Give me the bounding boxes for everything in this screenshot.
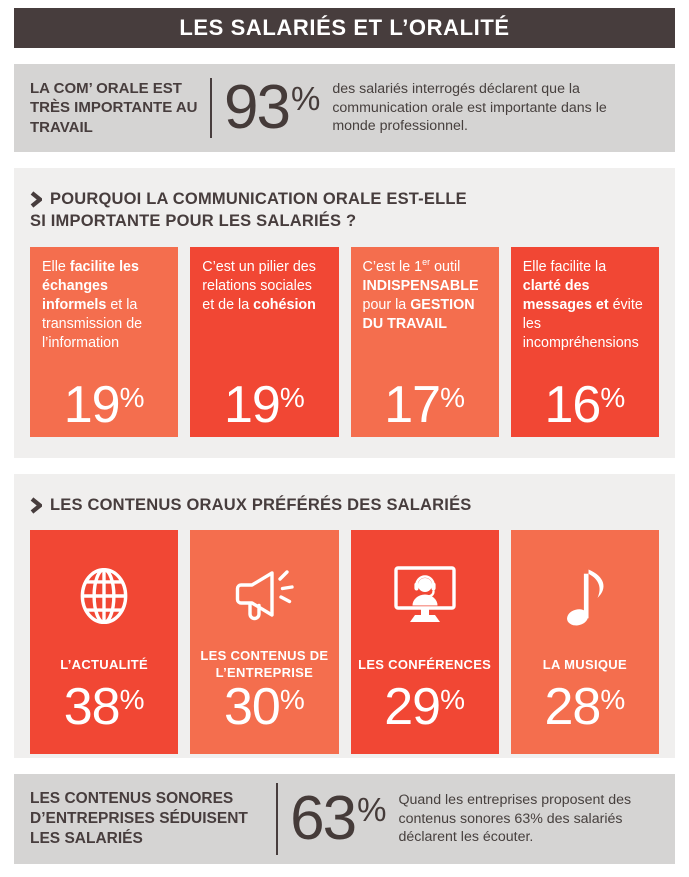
content-card-percent: 38% [63,678,145,737]
percent-sign: % [600,684,626,716]
bottom-stat-value: 63 % [290,783,387,853]
content-card-label: LES CONTENUS DE L’ENTREPRISE [200,648,329,681]
globe-icon [72,544,136,648]
reason-card-clarte: Elle facilite la clarté des messages et … [510,246,659,437]
conference-monitor-icon [389,544,461,648]
percent-sign: % [119,684,145,716]
reason-card-text: Elle facilite la clarté des messages et … [522,258,643,352]
music-note-icon [559,544,611,648]
bottom-stat-description: Quand les entreprises proposent des cont… [398,791,632,846]
content-card-label: L’ACTUALITÉ [60,656,149,672]
reason-card-cohesion: C’est un pilier des relations sociales e… [190,246,339,437]
contents-heading-text: LES CONTENUS ORAUX PRÉFÉRÉS DES SALARIÉS [50,496,472,514]
chevron-right-icon [30,190,42,208]
top-stat-description: des salariés interrogés déclarent que la… [332,80,607,135]
title-bar: LES SALARIÉS ET L’ORALITÉ [14,8,675,48]
percent-sign: % [440,684,465,716]
reason-card-text: C’est le 1er outil INDISPENSABLE pour la… [362,256,479,332]
page-title: LES SALARIÉS ET L’ORALITÉ [179,15,510,40]
bottom-stat-panel: LES CONTENUS SONORES D’ENTREPRISES SÉDUI… [14,774,675,864]
reasons-heading: POURQUOI LA COMMUNICATION ORALE EST-ELLE… [14,168,675,233]
chevron-right-icon [30,496,42,514]
content-card-percent: 30% [224,678,305,737]
megaphone-icon [227,544,301,648]
top-stat-label: LA COM’ ORALE EST TRÈS IMPORTANTE AU TRA… [30,80,198,136]
vertical-divider [276,783,279,855]
contents-cards: L’ACTUALITÉ 38% LES CONTENUS DE L’ENTREP… [14,516,675,755]
stat-number: 63 [290,783,357,853]
reasons-cards: Elle facilite les échanges informels et … [14,233,675,437]
percent-sign: % [357,790,387,828]
reason-card-percent: 19% [224,375,305,434]
top-stat-panel: LA COM’ ORALE EST TRÈS IMPORTANTE AU TRA… [14,64,675,152]
bottom-stat-label: LES CONTENUS SONORES D’ENTREPRISES SÉDUI… [30,790,248,847]
content-card-entreprise: LES CONTENUS DE L’ENTREPRISE 30% [190,530,339,755]
reason-card-gestion: C’est le 1er outil INDISPENSABLE pour la… [350,246,499,437]
percent-sign: % [440,381,465,413]
top-stat-value: 93 % [224,72,321,142]
contents-section: LES CONTENUS ORAUX PRÉFÉRÉS DES SALARIÉS… [14,474,675,758]
vertical-divider [210,78,212,138]
content-card-label: LES CONFÉRENCES [358,656,492,672]
reason-card-percent: 19% [63,375,145,434]
content-card-actualite: L’ACTUALITÉ 38% [30,530,179,755]
content-card-label: LA MUSIQUE [542,656,627,672]
reasons-heading-line2: SI IMPORTANTE POUR LES SALARIÉS ? [30,212,357,231]
reasons-section: POURQUOI LA COMMUNICATION ORALE EST-ELLE… [14,168,675,458]
percent-sign: % [119,381,145,413]
stat-number: 93 [224,72,291,142]
content-card-percent: 28% [544,678,626,737]
contents-heading: LES CONTENUS ORAUX PRÉFÉRÉS DES SALARIÉS [14,474,675,516]
reasons-heading-line1: POURQUOI LA COMMUNICATION ORALE EST-ELLE [50,190,467,208]
percent-sign: % [290,79,321,117]
content-card-musique: LA MUSIQUE 28% [510,530,659,755]
content-card-conferences: LES CONFÉRENCES 29% [350,530,499,755]
percent-sign: % [279,684,305,716]
content-card-percent: 29% [384,678,465,737]
reason-card-echanges: Elle facilite les échanges informels et … [30,246,179,437]
reason-card-percent: 17% [384,375,465,434]
reason-card-text: Elle facilite les échanges informels et … [42,258,143,352]
reason-card-text: C’est un pilier des relations sociales e… [202,258,316,313]
percent-sign: % [279,381,305,413]
percent-sign: % [600,381,626,413]
reason-card-percent: 16% [544,375,626,434]
